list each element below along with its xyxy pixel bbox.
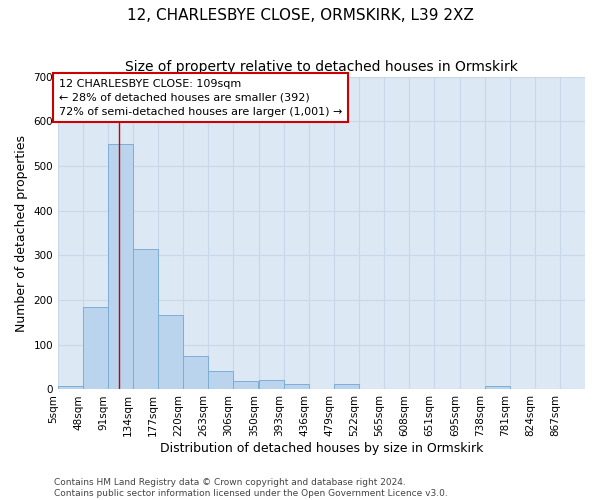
Bar [158, 315, 183, 390]
Bar [83, 307, 108, 390]
Text: 12 CHARLESBYE CLOSE: 109sqm
← 28% of detached houses are smaller (392)
72% of se: 12 CHARLESBYE CLOSE: 109sqm ← 28% of det… [59, 79, 342, 117]
Bar [334, 384, 359, 390]
Title: Size of property relative to detached houses in Ormskirk: Size of property relative to detached ho… [125, 60, 518, 74]
X-axis label: Distribution of detached houses by size in Ormskirk: Distribution of detached houses by size … [160, 442, 483, 455]
Bar [108, 144, 133, 390]
Bar [58, 386, 83, 390]
Bar [284, 384, 309, 390]
Text: Contains HM Land Registry data © Crown copyright and database right 2024.
Contai: Contains HM Land Registry data © Crown c… [54, 478, 448, 498]
Text: 12, CHARLESBYE CLOSE, ORMSKIRK, L39 2XZ: 12, CHARLESBYE CLOSE, ORMSKIRK, L39 2XZ [127, 8, 473, 22]
Bar [183, 356, 208, 390]
Bar [233, 382, 259, 390]
Bar [485, 386, 510, 390]
Bar [208, 370, 233, 390]
Bar [259, 380, 284, 390]
Bar [133, 248, 158, 390]
Y-axis label: Number of detached properties: Number of detached properties [15, 134, 28, 332]
